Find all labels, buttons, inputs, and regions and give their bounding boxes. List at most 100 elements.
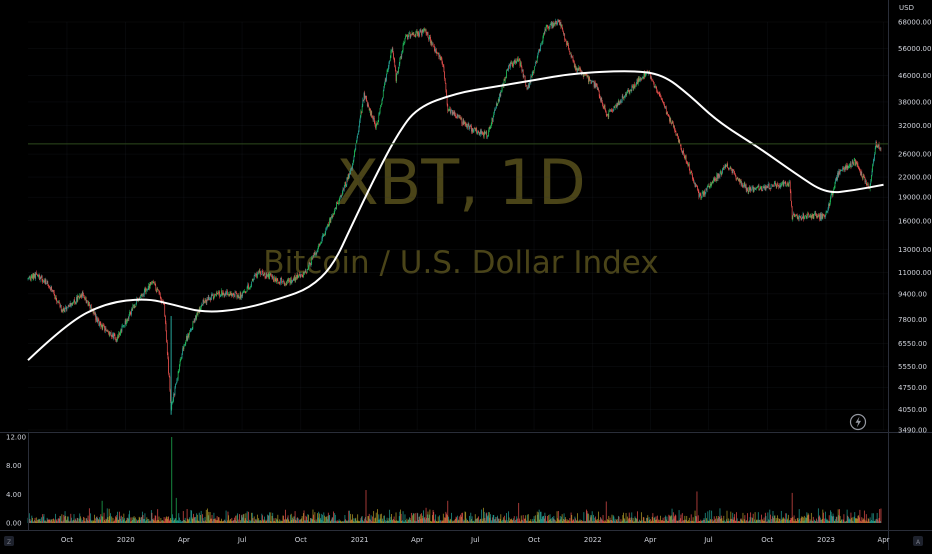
volume-bar [189,517,191,523]
candle-body [125,320,127,325]
volume-bar [346,520,348,523]
volume-bar [293,519,295,523]
volume-bar [361,516,362,523]
volume-bar [156,521,157,523]
candle-body [653,81,654,83]
candle-body [538,51,539,53]
candle-body [32,273,34,279]
volume-bar [118,511,120,523]
candle-body [330,218,332,223]
candle-body [755,188,757,189]
volume-bar [846,509,848,523]
candle-body [428,37,430,40]
volume-bar [54,521,56,523]
volume-bar [368,516,369,523]
candle-body [550,22,552,24]
candle-body [83,295,84,297]
volume-bar [212,521,214,523]
volume-bar [311,518,313,523]
lightning-icon[interactable] [849,413,867,431]
volume-bar [95,516,97,523]
candle-body [497,103,498,106]
volume-bar [332,517,334,523]
time-tick-label: 2022 [584,536,602,544]
price-axis[interactable]: 68000.0056000.0046000.0038000.0032000.00… [898,19,931,435]
candle-body [441,56,442,60]
volume-bar [869,517,871,523]
time-axis[interactable]: Oct 2020 Apr Jul Oct 2021 Apr Jul Oct 2022 Apr Jul O… [61,536,890,544]
candle-body [360,111,362,117]
candle-body [625,93,627,96]
candle-body [835,177,837,180]
candle-body [388,62,390,67]
price-tick-label: 11000.00 [898,269,931,277]
volume-bar [506,520,508,523]
volume-bar [862,520,863,523]
candle-body [160,297,162,300]
volume-bar [570,512,572,523]
candle-body [357,131,359,135]
price-candles[interactable] [27,18,882,415]
candle-body [223,292,224,295]
candle-body [175,383,176,388]
volume-bars[interactable] [27,437,882,523]
volume-bar [170,519,172,523]
volume-bar [725,521,727,523]
volume-bar [874,519,876,523]
candle-body [356,138,358,141]
volume-bar [853,516,855,523]
volume-bar [351,519,353,523]
volume-bar [752,513,754,523]
candle-body [293,278,295,281]
moving-average-line[interactable] [27,70,884,361]
volume-bar [688,517,690,523]
reset-scale-button[interactable]: Z [4,536,14,546]
candle-body [194,319,196,321]
volume-bar [538,512,539,523]
volume-bar [319,519,321,523]
candle-body [366,97,367,102]
volume-bar [249,519,251,523]
candle-body [753,189,755,192]
candle-body [372,116,374,120]
volume-bar [289,521,291,523]
volume-bar [213,512,215,523]
candle-body [158,290,160,293]
volume-bar [520,515,522,523]
volume-bar [622,515,624,523]
volume-bar [816,520,818,523]
volume-bar [247,520,249,523]
volume-bar [826,519,828,523]
auto-scale-button[interactable]: A [913,536,923,546]
candle-body [102,324,104,329]
volume-bar [584,521,585,523]
volume-bar [339,520,341,523]
volume-bar [260,520,261,523]
time-tick-label: Oct [295,536,307,544]
volume-bar [491,520,493,523]
candle-body [329,218,330,225]
volume-bar [711,510,713,523]
volume-bar [699,521,701,523]
volume-bar [738,521,740,523]
candle-body [532,71,534,75]
volume-bar [42,514,44,523]
volume-bar [361,516,363,523]
candle-body [481,131,482,134]
candle-body [398,63,400,67]
candle-body [781,183,783,185]
volume-bar [838,515,840,523]
volume-bar [168,521,170,523]
price-tick-label: 32000.00 [898,122,931,130]
candle-body [566,41,567,45]
volume-bar [640,512,642,523]
volume-bar [763,517,765,523]
candle-body [721,173,723,175]
candle-body [433,45,435,47]
candle-body [292,278,294,281]
volume-bar [524,518,525,523]
volume-bar [47,519,49,523]
candle-body [260,274,262,275]
volume-bar [67,516,69,523]
